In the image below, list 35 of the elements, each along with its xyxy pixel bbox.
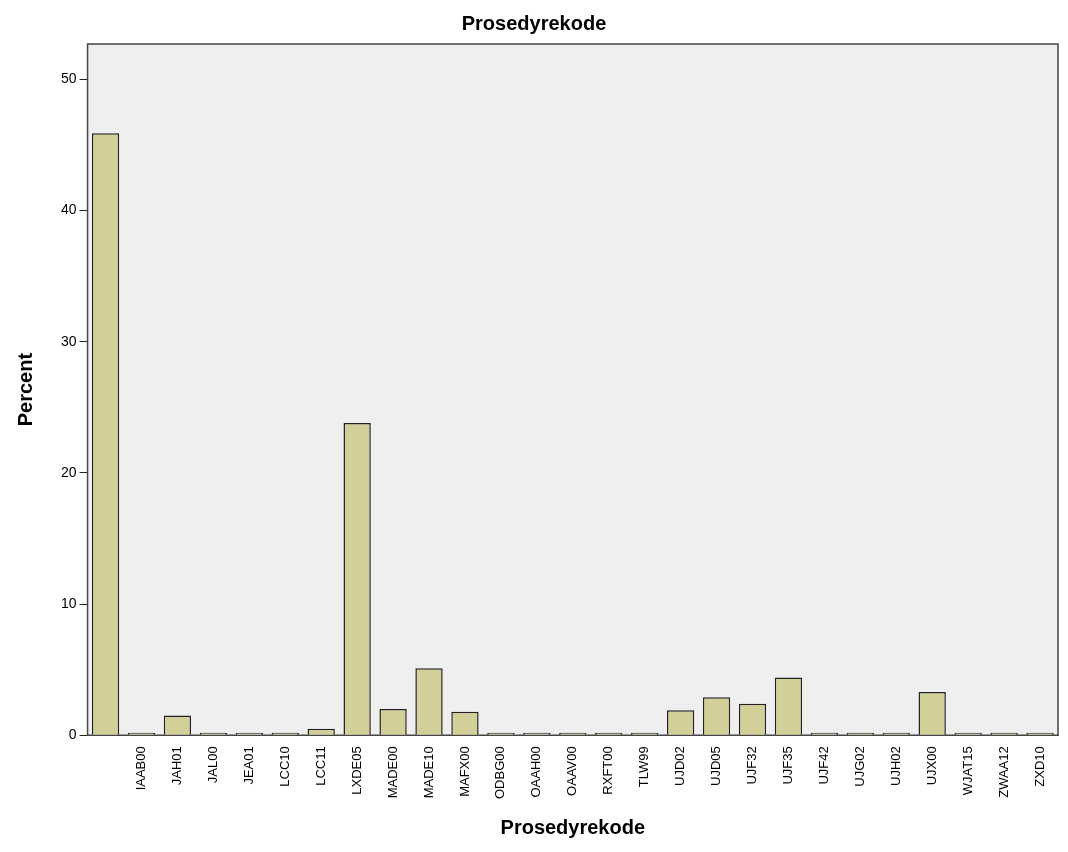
x-tick-label: UJD05	[708, 746, 724, 787]
y-tick-label: 50	[60, 70, 77, 87]
y-axis-title: Percent	[13, 352, 36, 427]
x-tick-label: UJD02	[672, 746, 688, 787]
x-tick-label: LCC10	[276, 746, 292, 787]
x-tick-label: UJX00	[923, 746, 939, 786]
x-tick-label: LXDE05	[348, 746, 364, 795]
y-tick-label: 10	[60, 594, 77, 611]
x-tick-label: LCC11	[312, 746, 328, 786]
x-axis-title: Prosedyrekode	[500, 815, 646, 838]
x-tick-label: UJF35	[780, 746, 796, 785]
x-tick-label: OAAV00	[564, 746, 580, 796]
x-tick-label: OAAH00	[528, 746, 544, 798]
y-tick-label: 30	[60, 332, 77, 349]
y-tick-label: 40	[60, 201, 77, 218]
x-tick-label: TLW99	[636, 746, 652, 788]
x-tick-label: JEA01	[240, 746, 256, 785]
x-tick-label: WJAT15	[959, 746, 975, 796]
x-tick-label: UJF42	[815, 746, 831, 785]
y-tick-label: 0	[68, 726, 77, 743]
x-tick-label: ODBG00	[492, 746, 508, 800]
x-tick-label: MADE00	[384, 746, 400, 799]
x-tick-label: JAH01	[169, 746, 184, 786]
y-tick-label: 20	[60, 463, 77, 480]
x-tick-label: UJF32	[744, 746, 760, 785]
x-tick-label: UJG02	[851, 746, 867, 787]
x-tick-label: IAAB00	[133, 746, 149, 791]
x-tick-label: ZWAA12	[995, 746, 1011, 798]
x-tick-label: ZXD10	[1031, 746, 1047, 787]
x-tick-label: UJH02	[887, 746, 903, 787]
x-tick-label: JAL00	[204, 746, 220, 784]
x-tick-label: MADE10	[420, 746, 436, 799]
chart-title: Prosedyrekode	[461, 11, 607, 34]
x-tick-label: MAFX00	[456, 746, 472, 797]
x-tick-label: RXFT00	[600, 746, 616, 795]
